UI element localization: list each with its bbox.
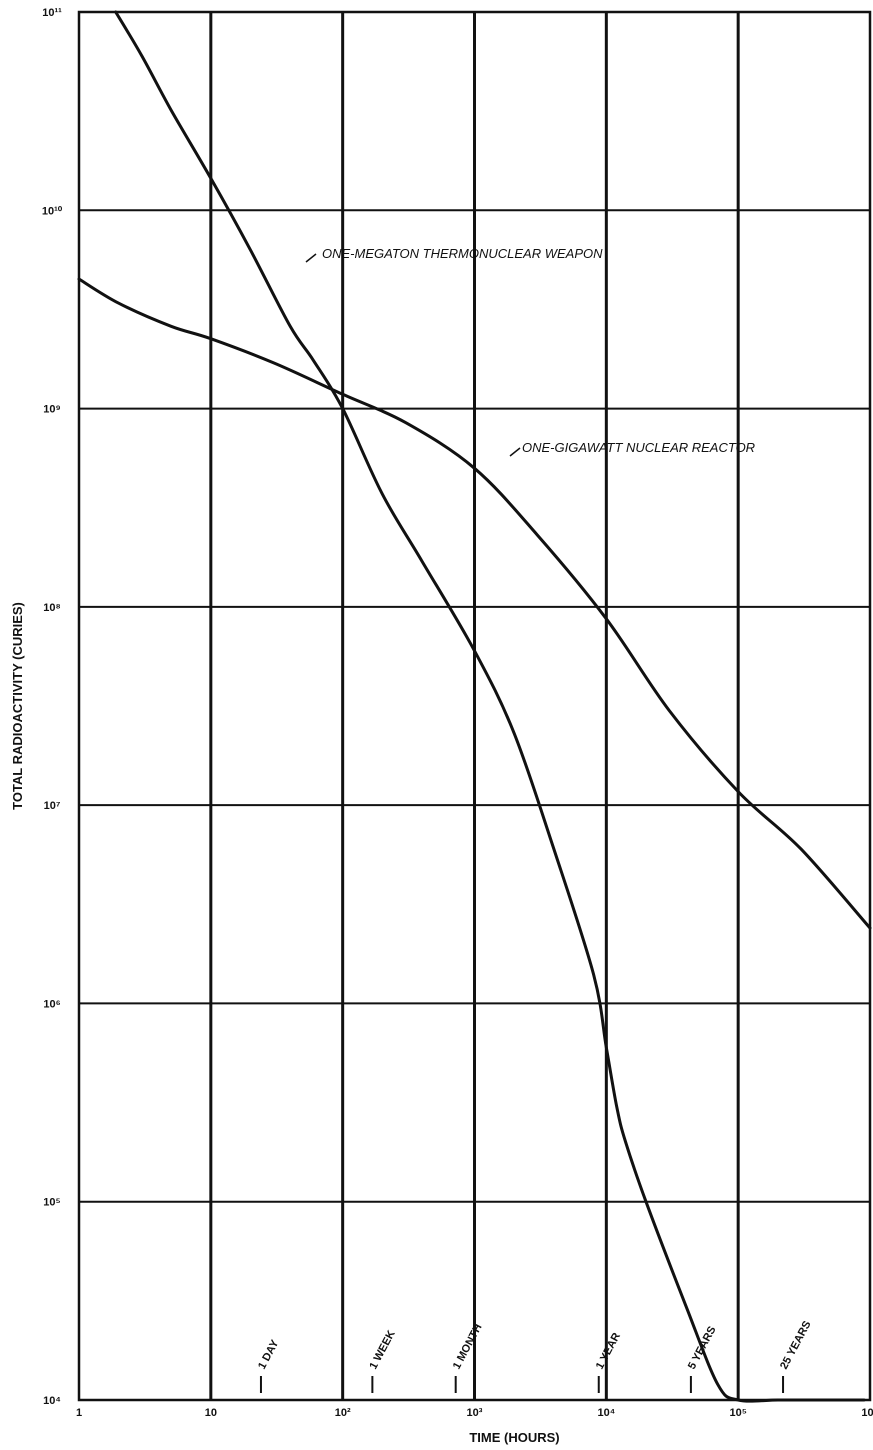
x-axis-title: TIME (HOURS) <box>469 1430 559 1445</box>
x-tick-label: 10⁵ <box>729 1407 746 1419</box>
x-tick-label: 10³ <box>467 1407 483 1419</box>
y-tick-label: 10¹¹ <box>42 7 62 19</box>
y-tick-labels: 10⁴ 10⁵ 10⁶ 10⁷ 10⁸ 10⁹ 10¹⁰ 10¹¹ <box>42 7 63 1407</box>
y-tick-label: 10⁴ <box>43 1395 61 1407</box>
y-tick-label: 10⁹ <box>43 404 60 416</box>
time-marker-label: 1 YEAR <box>594 1331 623 1372</box>
time-marker-label: 25 YEARS <box>778 1319 813 1371</box>
x-tick-labels: 1 10 10² 10³ 10⁴ 10⁵ 10⁶ <box>76 1407 873 1419</box>
annotation-leader <box>305 253 317 263</box>
weapon-annotation: ONE-MEGATON THERMONUCLEAR WEAPON <box>322 246 603 261</box>
time-marker-label: 1 MONTH <box>451 1322 485 1371</box>
time-marker-label: 1 WEEK <box>367 1328 397 1371</box>
y-tick-label: 10⁷ <box>44 800 61 812</box>
x-tick-label: 10 <box>205 1407 217 1419</box>
y-tick-label: 10⁶ <box>43 998 60 1010</box>
plot-frame <box>77 10 872 1402</box>
gridlines <box>79 12 870 1400</box>
series-curves <box>77 10 872 1403</box>
y-axis-title: TOTAL RADIOACTIVITY (CURIES) <box>10 602 25 810</box>
y-tick-label: 10¹⁰ <box>42 205 63 217</box>
x-tick-label: 1 <box>76 1407 82 1419</box>
x-tick-label: 10² <box>335 1407 351 1419</box>
time-marker-label: 5 YEARS <box>686 1324 719 1371</box>
time-marker-label: 1 DAY <box>256 1337 282 1371</box>
weapon-curve <box>114 10 866 1403</box>
series-annotations: ONE-MEGATON THERMONUCLEAR WEAPON ONE-GIGA… <box>305 246 755 457</box>
y-tick-label: 10⁸ <box>43 602 60 614</box>
x-tick-label: 10⁶ <box>861 1407 873 1419</box>
annotation-leader <box>509 447 521 457</box>
y-tick-label: 10⁵ <box>43 1197 60 1209</box>
time-markers: 1 DAY 1 WEEK 1 MONTH 1 YEAR 5 YEARS 25 YEARS <box>256 1319 814 1393</box>
reactor-curve <box>77 277 872 930</box>
x-tick-label: 10⁴ <box>597 1407 615 1419</box>
reactor-annotation: ONE-GIGAWATT NUCLEAR REACTOR <box>522 440 755 455</box>
